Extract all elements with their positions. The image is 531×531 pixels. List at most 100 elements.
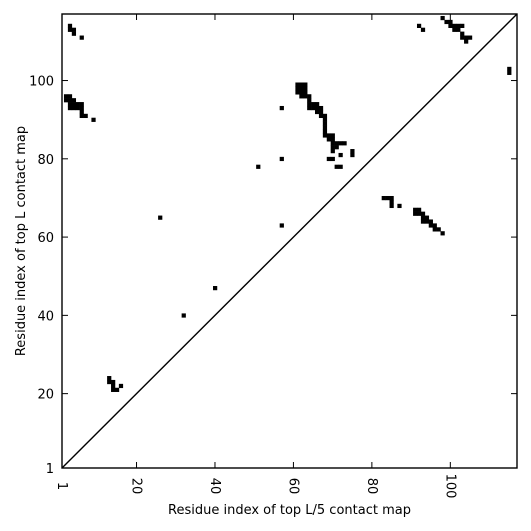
contact-cell-upper — [330, 137, 335, 142]
contact-cell-lower — [381, 195, 386, 201]
x-axis-title: Residue index of top L/5 contact map — [168, 503, 411, 518]
x-tick-label: 80 — [364, 478, 379, 495]
contact-cell-upper — [334, 145, 339, 150]
contact-cell-lower — [118, 383, 124, 389]
contact-cell-lower — [389, 203, 394, 209]
contact-cell-upper — [326, 133, 331, 138]
contact-cell-upper — [350, 149, 355, 154]
contact-cell-upper — [67, 105, 73, 111]
diagonal-line — [61, 13, 518, 469]
contact-cell-upper — [330, 133, 335, 138]
contact-cell-upper — [67, 23, 73, 28]
contact-cell-upper — [79, 35, 84, 40]
contact-cell-lower — [385, 195, 390, 201]
x-axis-ticks: 1 20 40 60 80 100 — [54, 14, 457, 498]
contact-cell-upper — [318, 113, 324, 119]
contact-cell-lower — [416, 207, 422, 212]
contact-cell-upper — [416, 23, 422, 28]
contact-cell-upper — [338, 141, 343, 146]
contact-cell-upper — [75, 102, 80, 107]
contact-cell-lower — [279, 223, 284, 228]
contact-cell-upper — [350, 152, 355, 158]
contact-cell-lower — [420, 215, 426, 220]
contact-cell-lower — [416, 211, 422, 216]
y-axis-ticks: 1 20 40 60 80 100 — [29, 75, 517, 477]
contact-cell-lower — [181, 313, 186, 318]
x-tick-label: 100 — [442, 474, 457, 499]
contact-cell-lower — [424, 215, 430, 220]
contact-cell-upper — [307, 105, 312, 111]
contact-cell-upper — [303, 82, 308, 87]
contact-cell-upper — [507, 66, 512, 72]
x-tick-label: 1 — [54, 482, 69, 490]
contact-cell-upper — [338, 164, 343, 169]
contact-cell-upper — [314, 109, 320, 115]
contact-cell-upper — [299, 90, 304, 95]
contact-cell-upper — [79, 109, 84, 115]
contact-cell-upper — [67, 102, 73, 107]
contact-cell-upper — [318, 105, 324, 111]
contact-cell-upper — [71, 105, 77, 111]
contact-cell-lower — [432, 227, 437, 232]
contact-cell-upper — [322, 125, 328, 130]
contact-cell-upper — [311, 102, 316, 107]
contact-cell-upper — [440, 15, 445, 21]
contact-cells-layer — [63, 15, 512, 392]
contact-cell-upper — [326, 156, 331, 162]
contact-cell-upper — [91, 117, 96, 122]
contact-cell-lower — [428, 219, 433, 224]
contact-cell-lower — [107, 379, 112, 385]
x-tick-label: 40 — [207, 478, 222, 495]
contact-cell-upper — [448, 23, 453, 28]
contact-cell-upper — [460, 23, 465, 28]
contact-cell-lower — [114, 387, 120, 392]
contact-cell-lower — [111, 383, 116, 389]
contact-cell-upper — [334, 141, 339, 146]
contact-cell-upper — [460, 35, 465, 40]
contact-cell-upper — [314, 102, 320, 107]
contact-cell-upper — [322, 129, 328, 134]
contact-cell-upper — [71, 102, 77, 107]
contact-cell-upper — [322, 121, 328, 126]
contact-cell-upper — [307, 94, 312, 99]
contact-cell-upper — [71, 31, 77, 36]
contact-cell-upper — [448, 19, 453, 25]
x-tick-label: 60 — [285, 478, 300, 495]
contact-cell-upper — [452, 23, 457, 28]
contact-cell-upper — [67, 94, 73, 99]
contact-cell-lower — [158, 215, 163, 220]
contact-cell-upper — [326, 137, 331, 142]
contact-cell-upper — [464, 35, 469, 40]
contact-cell-upper — [71, 98, 77, 103]
contact-cell-upper — [330, 156, 335, 162]
contact-cell-upper — [303, 94, 308, 99]
contact-cell-lower — [107, 376, 112, 381]
contact-cell-upper — [314, 105, 320, 111]
contact-cell-lower — [432, 223, 437, 228]
y-tick-label: 100 — [29, 75, 54, 90]
contact-cell-upper — [334, 164, 339, 169]
contact-cell-upper — [79, 102, 84, 107]
contact-cell-upper — [338, 152, 343, 158]
y-axis-title: Residue index of top L contact map — [14, 126, 29, 356]
y-tick-label: 20 — [37, 388, 54, 403]
y-tick-label: 60 — [37, 231, 54, 246]
contact-cell-lower — [428, 223, 433, 228]
contact-cell-lower — [111, 379, 116, 385]
contact-cell-upper — [456, 23, 461, 28]
contact-cell-upper — [307, 102, 312, 107]
contact-cell-upper — [444, 19, 449, 25]
contact-cell-lower — [420, 211, 426, 216]
plot-frame — [61, 13, 518, 469]
contact-cell-upper — [303, 90, 308, 95]
contact-cell-upper — [279, 105, 284, 111]
contact-cell-upper — [322, 117, 328, 122]
contact-cell-lower — [213, 286, 218, 291]
contact-cell-upper — [63, 98, 69, 103]
contact-cell-lower — [397, 203, 402, 209]
contact-cell-lower — [413, 207, 418, 212]
contact-cell-upper — [299, 94, 304, 99]
contact-cell-upper — [322, 133, 328, 138]
x-tick-label: 20 — [129, 478, 144, 495]
